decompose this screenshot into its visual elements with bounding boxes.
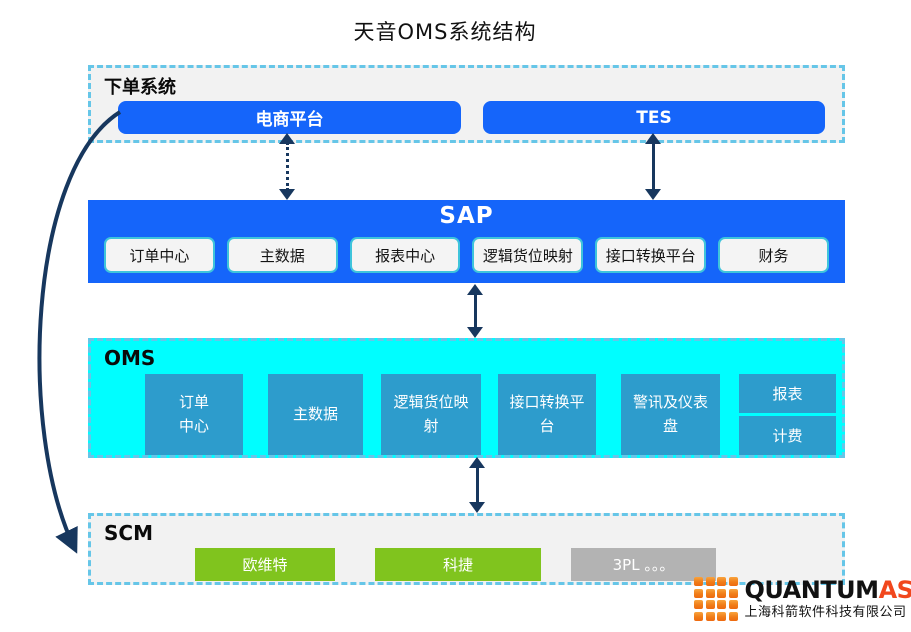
arrow-ecommerce-sap xyxy=(279,133,295,200)
arrow-up-icon xyxy=(467,284,483,295)
sap-module-report-center: 报表中心 xyxy=(349,237,461,273)
sap-module-row: 订单中心 主数据 报表中心 逻辑货位映射 接口转换平台 财务 xyxy=(104,237,829,273)
ordering-system-label: 下单系统 xyxy=(104,77,176,98)
arrow-up-icon xyxy=(469,457,485,468)
arrow-up-icon xyxy=(645,133,661,144)
scm-provider-kejie: 科捷 xyxy=(375,548,541,581)
node-ecommerce-platform: 电商平台 xyxy=(118,101,461,134)
oms-module-billing: 计费 xyxy=(739,416,836,455)
arrow-oms-scm xyxy=(469,457,485,513)
oms-module-report: 报表 xyxy=(739,374,836,413)
arrow-up-icon xyxy=(279,133,295,144)
logo-brand-accent: ASIA xyxy=(878,576,911,605)
sap-module-logical-bin-mapping: 逻辑货位映射 xyxy=(472,237,584,273)
sap-label: SAP xyxy=(439,203,494,229)
quantumasia-logo-icon xyxy=(694,577,738,621)
oms-module-stack: 报表 计费 xyxy=(739,374,836,455)
sap-module-order-center: 订单中心 xyxy=(104,237,215,273)
logo-brand: QUANTUMASIA xyxy=(745,578,911,603)
node-tes: TES xyxy=(483,101,825,134)
sap-module-interface-platform: 接口转换平台 xyxy=(595,237,707,273)
logo-company-name: 上海科箭软件科技有限公司 xyxy=(744,604,907,620)
oms-section: OMS 订单 中心 主数据 逻辑货位映 射 接口转换平 台 警讯及仪表 盘 报表… xyxy=(88,338,845,458)
arrow-down-icon xyxy=(467,327,483,338)
oms-module-alert-dashboard: 警讯及仪表 盘 xyxy=(621,374,720,455)
diagram-title: 天音OMS系统结构 xyxy=(353,20,537,44)
oms-module-master-data: 主数据 xyxy=(268,374,363,455)
oms-module-order-center: 订单 中心 xyxy=(145,374,243,455)
oms-module-logical-bin-mapping: 逻辑货位映 射 xyxy=(381,374,481,455)
scm-label: SCM xyxy=(104,521,153,545)
logo-brand-primary: QUANTUM xyxy=(744,576,880,605)
arrow-down-icon xyxy=(469,502,485,513)
sap-section: SAP 订单中心 主数据 报表中心 逻辑货位映射 接口转换平台 财务 xyxy=(88,200,845,283)
scm-provider-3pl: 3PL 。。。 xyxy=(571,548,716,581)
arrow-tes-sap xyxy=(645,133,661,200)
arrow-sap-oms xyxy=(467,284,483,338)
sap-module-finance: 财务 xyxy=(718,237,829,273)
oms-label: OMS xyxy=(104,346,156,370)
quantumasia-logo: QUANTUMASIA 上海科箭软件科技有限公司 xyxy=(694,577,911,621)
scm-provider-ouweite: 欧维特 xyxy=(195,548,335,581)
arrow-down-icon xyxy=(279,189,295,200)
scm-section: SCM 欧维特 科捷 3PL 。。。 xyxy=(88,513,845,585)
logo-text: QUANTUMASIA 上海科箭软件科技有限公司 xyxy=(745,578,911,619)
sap-module-master-data: 主数据 xyxy=(226,237,338,273)
ordering-system-section: 下单系统 电商平台 TES xyxy=(88,65,845,143)
oms-module-interface-platform: 接口转换平 台 xyxy=(498,374,596,455)
arrow-down-icon xyxy=(645,189,661,200)
